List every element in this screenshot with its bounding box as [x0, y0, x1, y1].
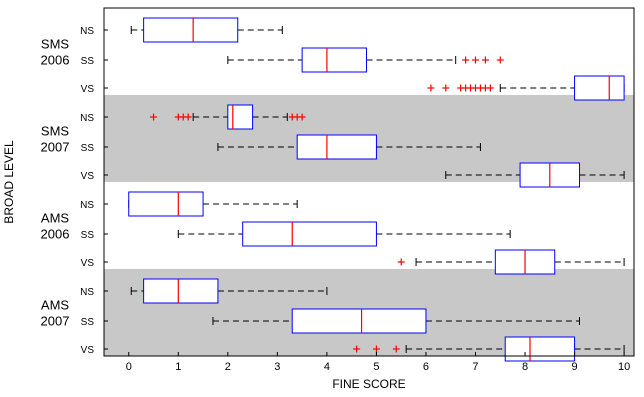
level-tick-label: NS — [80, 200, 94, 211]
x-tick-label: 1 — [175, 361, 181, 373]
x-tick-label: 2 — [225, 361, 231, 373]
group-label-year: 2006 — [41, 53, 70, 68]
box-iqr — [291, 308, 427, 334]
level-tick-label: VS — [81, 171, 95, 182]
box-iqr — [504, 336, 576, 362]
level-tick-label: SS — [81, 230, 95, 241]
box-iqr — [143, 278, 219, 304]
level-tick-label: VS — [81, 84, 95, 95]
group-label-name: SMS — [41, 37, 70, 52]
level-tick-label: SS — [81, 317, 95, 328]
box-iqr — [242, 221, 377, 247]
x-tick-label: 8 — [522, 361, 528, 373]
box-iqr — [143, 17, 239, 43]
x-tick-label: 7 — [472, 361, 478, 373]
x-tick-label: 5 — [373, 361, 379, 373]
y-axis-label: BROAD LEVEL — [2, 140, 16, 224]
x-tick-label: 9 — [571, 361, 577, 373]
level-tick-label: NS — [80, 26, 94, 37]
level-tick-label: VS — [81, 345, 95, 356]
level-tick-label: SS — [81, 56, 95, 67]
group-label-name: AMS — [41, 298, 70, 313]
level-tick-label: NS — [80, 287, 94, 298]
box-iqr — [296, 134, 377, 160]
box-iqr — [128, 191, 204, 217]
box-layer — [128, 17, 625, 362]
group-label-year: 2007 — [41, 314, 70, 329]
x-tick-label: 4 — [324, 361, 330, 373]
box-iqr — [227, 104, 254, 130]
x-tick-label: 10 — [618, 361, 630, 373]
level-tick-label: VS — [81, 258, 95, 269]
group-label-year: 2006 — [41, 227, 70, 242]
x-tick-label: 6 — [423, 361, 429, 373]
group-label-name: SMS — [41, 124, 70, 139]
y-axis: SMS2006NSSSVSSMS2007NSSSVSAMS2006NSSSVSA… — [41, 26, 108, 356]
level-tick-label: NS — [80, 113, 94, 124]
box-iqr — [301, 47, 368, 73]
box-iqr — [574, 75, 625, 101]
x-tick-label: 3 — [274, 361, 280, 373]
group-label-name: AMS — [41, 211, 70, 226]
level-tick-label: SS — [81, 143, 95, 154]
x-tick-label: 0 — [126, 361, 132, 373]
x-axis: 0 1 2 3 4 5 6 7 8 9 10 — [126, 352, 630, 373]
x-axis-label: FINE SCORE — [332, 377, 405, 391]
group-label-year: 2007 — [41, 140, 70, 155]
plot-frame — [103, 7, 635, 357]
